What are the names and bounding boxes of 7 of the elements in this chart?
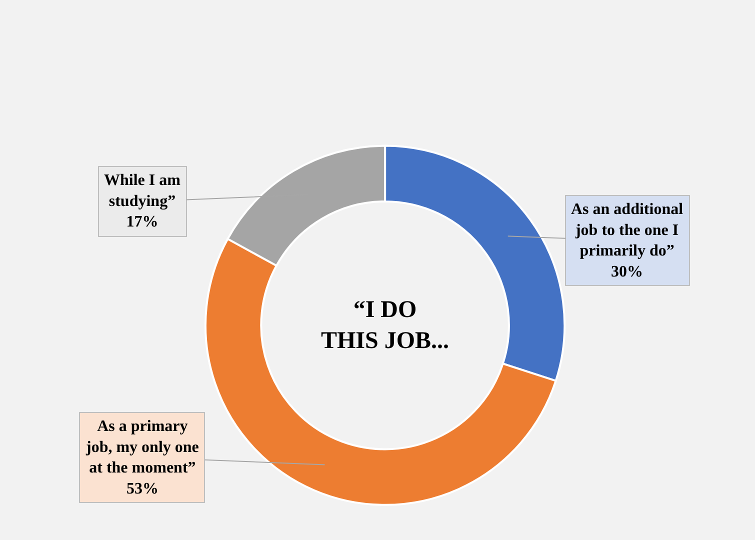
data-label: 17%: [126, 214, 158, 231]
slice-label: As an additional job to the one I primarily do”: [571, 201, 684, 260]
data-label: 30%: [611, 263, 644, 280]
text: “I DO THIS JOB...: [321, 297, 450, 354]
slice-label: As a primary job, my only one at the moment”: [85, 418, 199, 477]
data-label: 53%: [126, 480, 158, 498]
slice-label: While I am studying”: [104, 172, 182, 210]
